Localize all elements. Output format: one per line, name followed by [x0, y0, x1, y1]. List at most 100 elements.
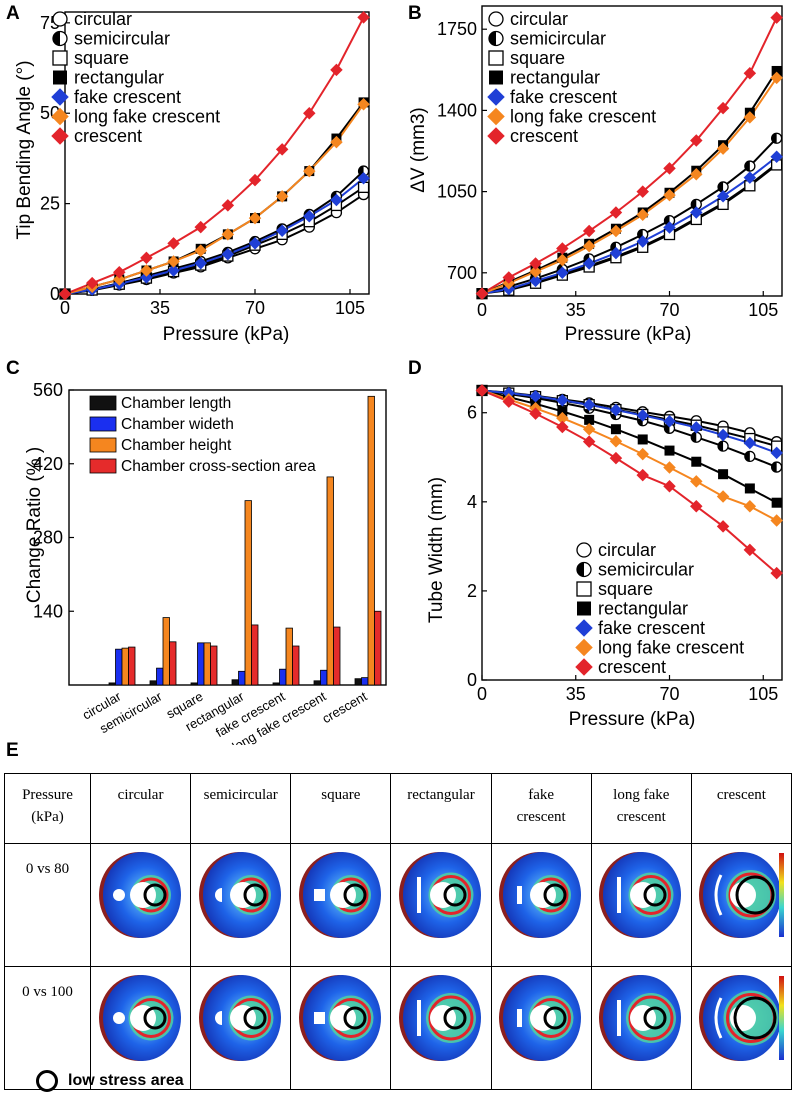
data-point	[690, 206, 703, 219]
legend-marker	[487, 88, 505, 106]
data-point	[716, 101, 730, 115]
data-point	[248, 211, 262, 225]
data-point	[275, 143, 289, 156]
bar	[333, 626, 341, 686]
y-tick-label: 1050	[437, 182, 477, 202]
data-point	[556, 242, 569, 255]
stress-simulation-image	[499, 852, 582, 938]
data-point	[248, 237, 262, 250]
data-point	[529, 389, 542, 403]
y-tick-label: 4	[467, 492, 477, 512]
data-point	[690, 475, 703, 488]
data-point	[556, 253, 569, 267]
data-point	[475, 384, 489, 397]
low-stress-circle	[443, 1006, 467, 1030]
row-label: 0 vs 80	[4, 843, 91, 967]
col-l1: square	[321, 787, 361, 803]
low-stress-circle	[735, 875, 775, 915]
column-header: crescent	[690, 773, 793, 844]
bar	[251, 624, 259, 686]
bar	[285, 627, 293, 686]
data-point	[743, 500, 757, 513]
chamber	[112, 889, 125, 901]
data-point	[357, 172, 370, 185]
x-tick-label: 0	[477, 300, 487, 320]
data-point	[663, 461, 676, 474]
x-tick-label: 35	[150, 298, 170, 318]
chamber	[517, 1009, 523, 1027]
data-point	[529, 257, 542, 270]
series-line	[64, 16, 365, 295]
low-stress-circle	[343, 1006, 367, 1030]
low-stress-legend: low stress area	[36, 1070, 184, 1092]
sim-cell	[390, 843, 492, 967]
bar	[326, 476, 334, 686]
chamber	[517, 886, 523, 904]
bar	[210, 645, 218, 686]
plot-frame	[64, 11, 370, 295]
legend-marker	[51, 88, 69, 106]
y-tick-label: 1750	[437, 19, 477, 39]
panel-letter-a: A	[6, 3, 20, 24]
data-point	[743, 111, 757, 124]
low-stress-circle	[243, 1006, 267, 1030]
chamber	[617, 877, 622, 913]
data-point	[744, 483, 755, 494]
sim-cell	[590, 966, 692, 1090]
data-point	[636, 208, 649, 222]
data-point	[609, 451, 623, 465]
legend-label: semicircular	[598, 560, 694, 580]
legend-swatch	[89, 458, 117, 474]
stress-simulation-image	[98, 975, 181, 1061]
stress-simulation-image	[98, 852, 181, 938]
legend-label: Chamber height	[121, 437, 232, 454]
x-tick-label: 70	[659, 684, 679, 704]
legend-label: long fake crescent	[74, 107, 220, 127]
data-point	[502, 395, 516, 408]
data-point	[770, 11, 783, 24]
y-tick-label: 560	[33, 380, 63, 400]
y-tick-label: 0	[467, 670, 477, 690]
y-axis-label: Change Ratio (% )	[24, 447, 45, 603]
bar	[169, 641, 177, 686]
legend-marker	[487, 107, 505, 126]
legend-marker	[576, 561, 592, 578]
legend-marker	[575, 658, 593, 676]
data-point	[637, 434, 648, 445]
data-point	[330, 63, 343, 77]
panel-letter-b: B	[408, 3, 422, 24]
legend-swatch	[89, 416, 117, 432]
stress-simulation-image	[298, 975, 381, 1061]
low-stress-circle	[543, 883, 567, 907]
stress-simulation-image	[599, 852, 682, 938]
low-stress-circle	[643, 1006, 667, 1030]
bar	[121, 647, 129, 686]
bar	[313, 680, 321, 686]
table-row: 0 vs 80	[4, 843, 793, 967]
low-stress-circle	[543, 1006, 567, 1030]
stress-simulation-image	[398, 975, 481, 1061]
data-point	[664, 445, 675, 456]
data-point	[771, 65, 782, 76]
data-point	[475, 287, 489, 300]
x-tick-label: 70	[659, 300, 679, 320]
low-stress-circle	[733, 996, 777, 1040]
data-point	[582, 239, 596, 253]
table-row: 0 vs 100	[4, 966, 793, 1090]
column-header: semicircular	[190, 773, 292, 844]
data-point	[743, 543, 757, 557]
data-point	[770, 514, 783, 527]
data-point	[716, 490, 730, 503]
chamber	[416, 877, 421, 913]
series-line	[481, 389, 778, 504]
data-point	[556, 411, 569, 425]
legend-label: Chamber wideth	[121, 416, 234, 433]
legend-marker	[488, 11, 504, 27]
corner-cell: Pressure (kPa)	[4, 773, 91, 844]
data-point	[357, 11, 370, 24]
stress-simulation-image	[398, 852, 481, 938]
x-tick-label: 35	[566, 684, 586, 704]
data-point	[609, 206, 623, 219]
legend-marker	[53, 70, 67, 85]
corner-line2: (kPa)	[31, 809, 64, 825]
